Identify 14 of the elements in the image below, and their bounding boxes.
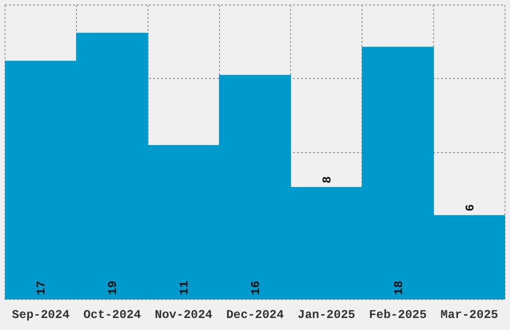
x-tick-label: Feb-2025 — [369, 308, 427, 322]
data-label: 19 — [106, 280, 120, 296]
x-tick-label: Jan-2025 — [298, 308, 356, 322]
x-tick-label: Sep-2024 — [12, 308, 70, 322]
data-label: 8 — [320, 176, 334, 184]
data-label: 17 — [34, 280, 49, 296]
data-label: 18 — [392, 280, 406, 296]
data-label: 6 — [463, 204, 478, 212]
data-label: 11 — [178, 280, 192, 296]
x-tick-label: Mar-2025 — [440, 308, 498, 322]
x-tick-label: Dec-2024 — [226, 308, 284, 322]
x-tick-label: Oct-2024 — [83, 308, 141, 322]
x-tick-label: Nov-2024 — [154, 308, 212, 322]
data-label: 16 — [249, 280, 263, 296]
